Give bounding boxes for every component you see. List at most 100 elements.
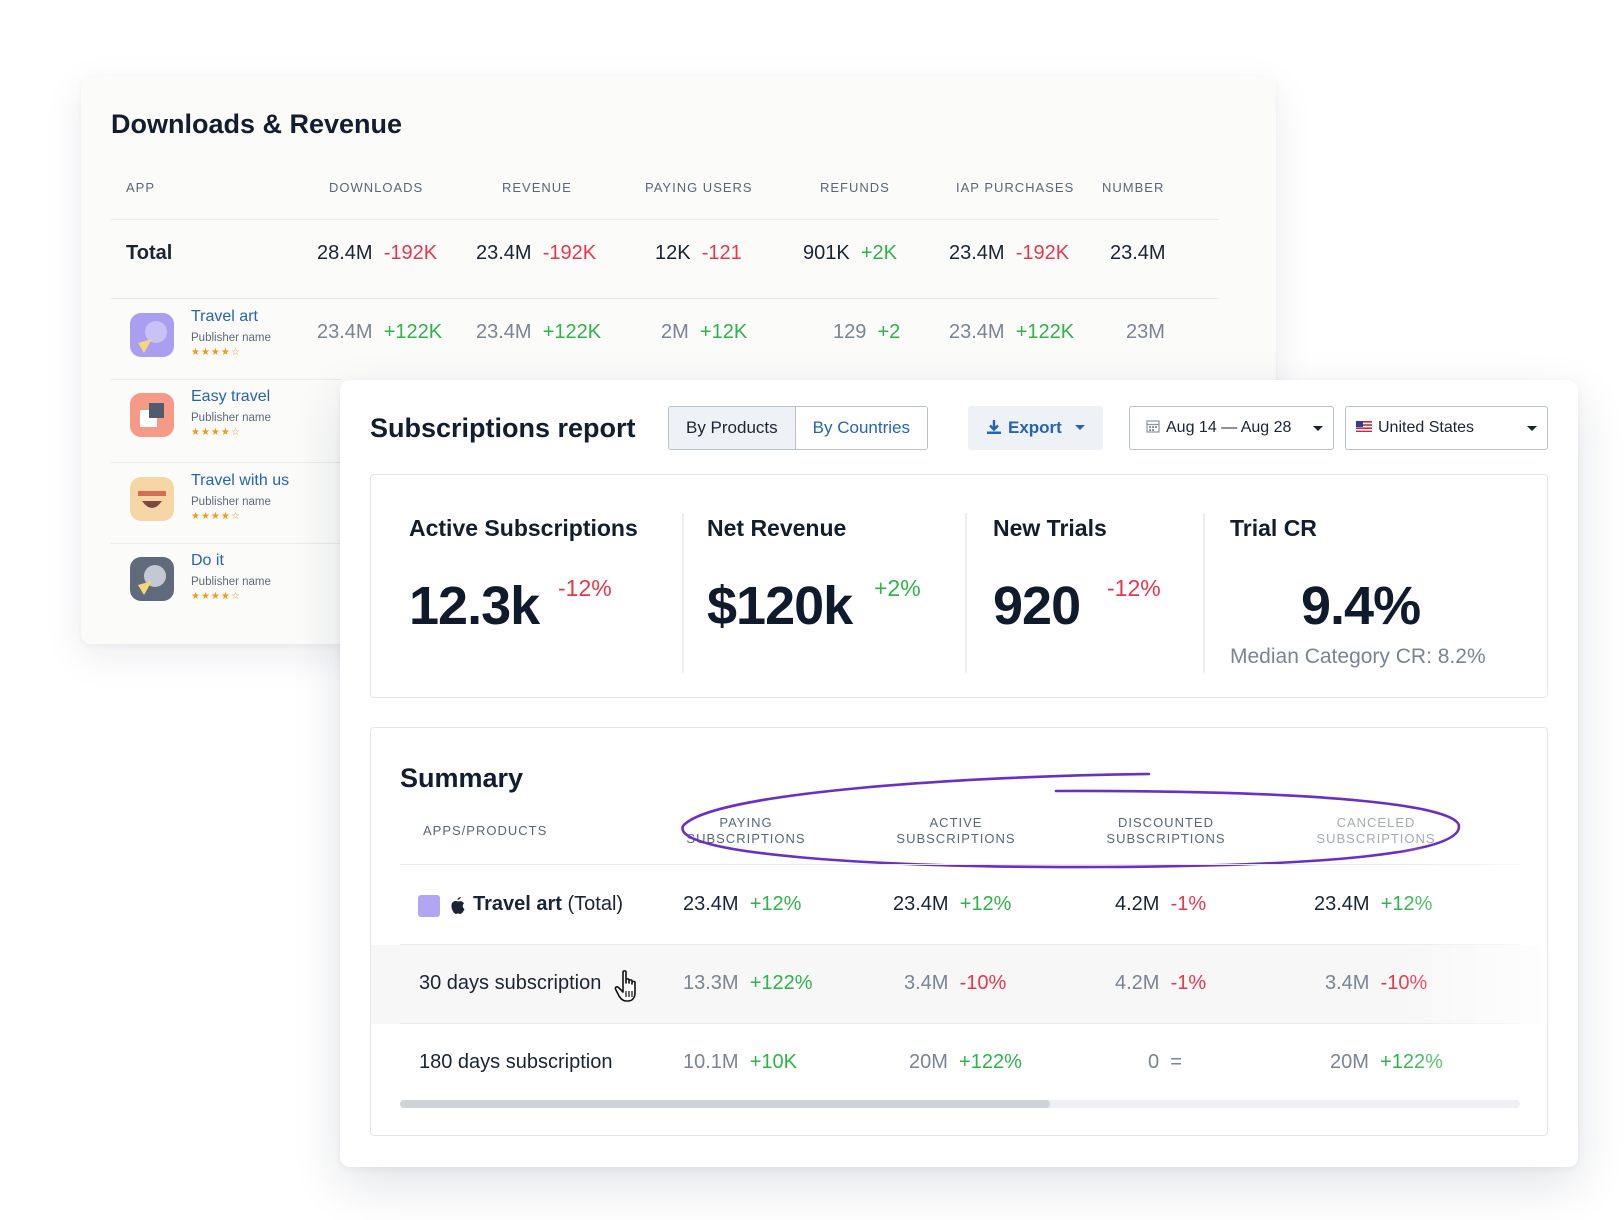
metric-change: -12%: [558, 575, 612, 601]
download-icon: [987, 420, 1001, 434]
scrollbar-thumb[interactable]: [400, 1100, 1050, 1108]
metric-value: 12.3k: [409, 576, 540, 636]
row-cell: 20M +122%: [1330, 1051, 1443, 1073]
row-name: 180 days subscription: [419, 1051, 613, 1073]
horizontal-scrollbar[interactable]: [400, 1100, 1520, 1108]
row-cell: 23.4M +12%: [893, 893, 1012, 915]
col-header-downloads[interactable]: DOWNLOADS: [329, 180, 424, 195]
total-number: 23.4M: [1110, 242, 1166, 264]
calendar-icon: [1146, 420, 1160, 433]
row-name: 30 days subscription: [419, 972, 602, 994]
app-name-link[interactable]: Travel with us: [191, 472, 290, 489]
col-header-line: SUBSCRIPTIONS: [1316, 831, 1436, 846]
app-icon-easy-travel[interactable]: [130, 393, 174, 437]
publisher-name: Publisher name: [191, 332, 271, 344]
table-row[interactable]: 180 days subscription 10.1M +10K 20M +12…: [371, 1024, 1547, 1103]
row-cell: 20M +122%: [909, 1051, 1022, 1073]
divider: [111, 298, 1219, 299]
divider: [965, 513, 967, 673]
table-row[interactable]: 30 days subscription 13.3M +122% 3.4M -1…: [371, 945, 1547, 1024]
row-cell: 4.2M -1%: [1115, 972, 1207, 994]
row-cell: 3.4M -10%: [904, 972, 1007, 994]
app-downloads: 23.4M +122K: [317, 321, 443, 343]
app-icon-travel-with-us[interactable]: [130, 477, 174, 521]
app-number: 23M: [1126, 321, 1165, 343]
rating-stars: ★★★★☆: [191, 347, 241, 358]
col-header-apps-products[interactable]: APPS/PRODUCTS: [423, 823, 547, 839]
summary-title: Summary: [400, 763, 524, 793]
subscriptions-report-card: Subscriptions report By Products By Coun…: [340, 380, 1578, 1167]
col-header-line: SUBSCRIPTIONS: [686, 831, 806, 846]
by-countries-tab[interactable]: By Countries: [795, 407, 927, 449]
country-value: United States: [1378, 419, 1475, 436]
col-header-line: SUBSCRIPTIONS: [1106, 831, 1226, 846]
report-title: Subscriptions report: [370, 413, 636, 443]
export-label: Export: [1008, 418, 1062, 437]
divider: [111, 379, 341, 380]
divider: [400, 864, 1520, 865]
col-header-app[interactable]: APP: [126, 180, 156, 195]
col-header-iap-purchases[interactable]: IAP PURCHASES: [956, 180, 1075, 195]
metric-title: New Trials: [993, 515, 1107, 541]
rating-stars: ★★★★☆: [191, 511, 241, 522]
app-color-swatch: [418, 895, 440, 917]
metric-subtext: Median Category CR: 8.2%: [1230, 645, 1486, 668]
metrics-panel: Active Subscriptions 12.3k -12% Net Reve…: [370, 474, 1548, 698]
metric-change: +2%: [874, 575, 921, 601]
row-name-suffix: (Total): [561, 893, 624, 915]
col-header-revenue[interactable]: REVENUE: [502, 180, 572, 195]
total-label: Total: [126, 242, 173, 264]
metric-value: 920: [993, 576, 1081, 636]
col-header-discounted-subscriptions[interactable]: DISCOUNTED SUBSCRIPTIONS: [1101, 815, 1231, 847]
publisher-name: Publisher name: [191, 576, 271, 588]
col-header-refunds[interactable]: REFUNDS: [820, 180, 890, 195]
col-header-line: CANCELED: [1336, 815, 1416, 830]
app-name-link[interactable]: Easy travel: [191, 388, 271, 405]
metric-value: 9.4%: [1301, 576, 1421, 636]
row-name: Travel art (Total): [473, 893, 623, 916]
divider: [682, 513, 684, 673]
total-downloads: 28.4M -192K: [317, 242, 438, 264]
publisher-name: Publisher name: [191, 412, 271, 424]
col-header-line: APPS/PRODUCTS: [423, 823, 548, 838]
export-button[interactable]: Export: [968, 406, 1103, 450]
col-header-canceled-subscriptions[interactable]: CANCELED SUBSCRIPTIONS: [1311, 815, 1441, 847]
metric-title: Trial CR: [1230, 515, 1317, 541]
divider: [111, 219, 1219, 220]
col-header-number[interactable]: NUMBER: [1102, 180, 1165, 195]
chevron-down-icon: [1313, 426, 1323, 431]
divider: [111, 462, 341, 463]
metric-value: $120k: [707, 576, 853, 636]
metric-title: Net Revenue: [707, 515, 847, 541]
app-name-link[interactable]: Do it: [191, 552, 224, 569]
col-header-line: DISCOUNTED: [1118, 815, 1214, 830]
by-products-tab[interactable]: By Products: [669, 407, 796, 449]
total-revenue: 23.4M -192K: [476, 242, 597, 264]
divider: [400, 1023, 1520, 1024]
date-range-dropdown[interactable]: Aug 14 — Aug 28: [1129, 406, 1334, 450]
row-cell: 0 =: [1148, 1051, 1182, 1073]
col-header-line: PAYING: [719, 815, 773, 830]
apple-icon: [451, 897, 465, 914]
col-header-line: ACTIVE: [929, 815, 983, 830]
us-flag-icon: [1356, 421, 1372, 432]
view-toggle: By Products By Countries: [668, 406, 928, 450]
app-name-link[interactable]: Travel art: [191, 308, 258, 325]
total-paying-users: 12K -121: [655, 242, 742, 264]
total-refunds: 901K +2K: [803, 242, 897, 264]
app-iap-purchases: 23.4M +122K: [949, 321, 1075, 343]
hand-cursor-icon: [614, 970, 636, 1002]
app-icon-travel-art[interactable]: [130, 313, 174, 357]
app-icon-do-it[interactable]: [130, 557, 174, 601]
country-dropdown[interactable]: United States: [1345, 406, 1548, 450]
col-header-paying-users[interactable]: PAYING USERS: [645, 180, 753, 195]
col-header-active-subscriptions[interactable]: ACTIVE SUBSCRIPTIONS: [891, 815, 1021, 847]
chevron-down-icon: [1527, 426, 1537, 431]
table-row[interactable]: Travel art (Total) 23.4M +12% 23.4M +12%…: [371, 865, 1547, 944]
highlight-annotation: [681, 772, 1461, 869]
card-title: Downloads & Revenue: [111, 109, 403, 139]
row-cell: 23.4M +12%: [1314, 893, 1433, 915]
divider: [400, 944, 1520, 945]
col-header-paying-subscriptions[interactable]: PAYING SUBSCRIPTIONS: [681, 815, 811, 847]
